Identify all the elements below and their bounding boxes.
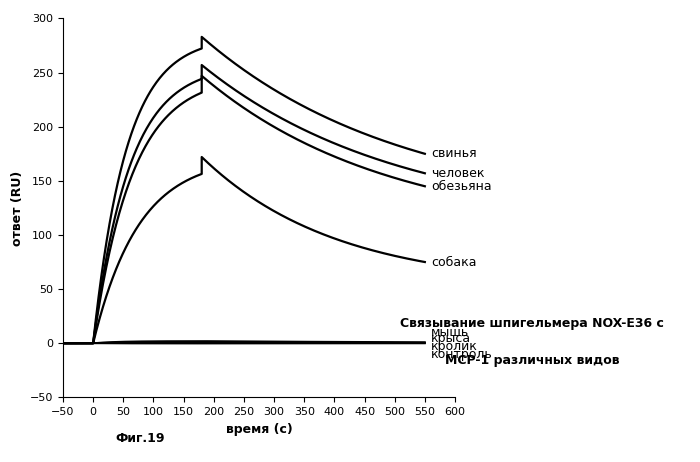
- X-axis label: время (с): время (с): [225, 423, 293, 436]
- Text: MCP-1 различных видов: MCP-1 различных видов: [444, 354, 620, 367]
- Text: контроль: контроль: [431, 347, 493, 360]
- Text: крыса: крыса: [431, 332, 471, 346]
- Text: Связывание шпигельмера NOX-E36 с: Связывание шпигельмера NOX-E36 с: [400, 317, 664, 330]
- Text: свинья: свинья: [431, 147, 477, 160]
- Text: собака: собака: [431, 255, 477, 268]
- Text: человек: человек: [431, 167, 484, 180]
- Text: Фиг.19: Фиг.19: [116, 432, 164, 445]
- Y-axis label: ответ (RU): ответ (RU): [11, 170, 25, 245]
- Text: мышь: мышь: [431, 326, 469, 339]
- Text: обезьяна: обезьяна: [431, 180, 491, 193]
- Text: кролик: кролик: [431, 340, 478, 353]
